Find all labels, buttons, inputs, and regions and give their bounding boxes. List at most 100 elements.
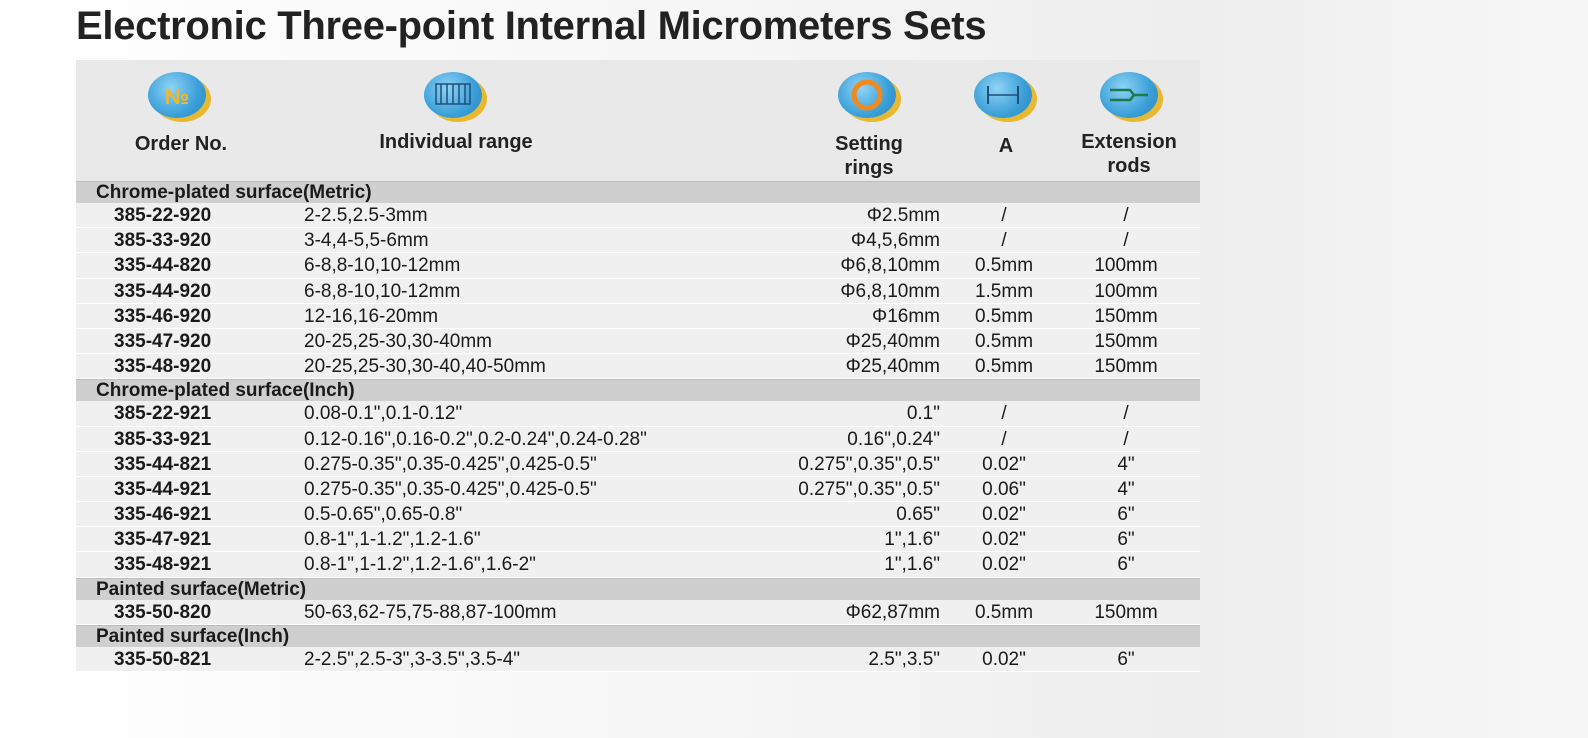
extension-rods-cell: 4"	[1117, 453, 1135, 475]
extension-rods-cell: 100mm	[1094, 255, 1158, 277]
table-body: Chrome-plated surface(Metric) 385-22-920 2…	[76, 181, 1200, 672]
header-rings: Setting rings	[804, 60, 934, 181]
setting-rings-cell: Φ25,40mm	[845, 330, 940, 352]
a-value-cell: 0.5mm	[974, 356, 1034, 378]
order-number-cell: 335-47-921	[114, 529, 212, 551]
setting-rings-cell: Φ6,8,10mm	[840, 255, 940, 277]
order-number-cell: 335-50-821	[114, 648, 212, 670]
header-range: Individual range	[326, 60, 586, 181]
order-number-cell: 335-50-820	[114, 601, 212, 623]
section-header: Painted surface(Metric)	[76, 577, 1200, 600]
table-row: 335-48-920 20-25,25-30,30-40,40-50mm Φ25,4…	[76, 354, 1200, 380]
a-value-cell: /	[1001, 428, 1007, 450]
order-number-cell: 335-48-921	[114, 554, 212, 576]
section-header: Painted surface(Inch)	[76, 624, 1200, 647]
table-row: 335-47-920 20-25,25-30,30-40mm Φ25,40mm 0.5…	[76, 328, 1200, 355]
table-row: 335-50-821 2-2.5",2.5-3",3-3.5",3.5-4" 2.5…	[76, 646, 1200, 672]
section-header: Chrome-plated surface(Inch)	[76, 379, 1200, 402]
table-row: 385-33-920 3-4,4-5,5-6mm Φ4,5,6mm / /	[76, 228, 1200, 254]
individual-range-cell: 3-4,4-5,5-6mm	[304, 230, 429, 252]
table-row: 335-46-920 12-16,16-20mm Φ16mm 0.5mm 150mm	[76, 303, 1200, 329]
setting-rings-cell: 2.5",3.5"	[868, 648, 940, 670]
a-value-cell: 0.02"	[982, 504, 1026, 526]
a-value-cell: 0.02"	[982, 453, 1026, 475]
a-value-cell: /	[1001, 403, 1007, 425]
table-row: 385-22-921 0.08-0.1",0.1-0.12" 0.1" / /	[76, 401, 1200, 427]
extension-rod-icon	[1100, 72, 1158, 118]
page-title: Electronic Three-point Internal Micromet…	[76, 4, 987, 48]
table-row: 335-44-821 0.275-0.35",0.35-0.425",0.425-…	[76, 451, 1200, 477]
table-row: 335-48-921 0.8-1",1-1.2",1.2-1.6",1.6-2" 1…	[76, 552, 1200, 578]
order-number-cell: 335-46-920	[114, 305, 212, 327]
order-number-cell: 335-44-820	[114, 255, 212, 277]
header-a: A	[956, 60, 1056, 181]
header-ext: Extension rods	[1066, 60, 1192, 181]
header-rings-label-1: Setting	[835, 133, 903, 155]
setting-rings-cell: Φ4,5,6mm	[850, 230, 940, 252]
extension-rods-cell: 150mm	[1094, 601, 1158, 623]
header-a-label: A	[998, 135, 1014, 157]
a-value-cell: 0.02"	[982, 529, 1026, 551]
individual-range-cell: 6-8,8-10,10-12mm	[304, 280, 461, 302]
order-number-cell: 335-44-921	[114, 478, 212, 500]
order-number-cell: 385-33-920	[114, 230, 212, 252]
individual-range-cell: 0.5-0.65",0.65-0.8"	[304, 504, 463, 526]
order-number-cell: 335-47-920	[114, 330, 212, 352]
order-number-cell: 335-48-920	[114, 356, 212, 378]
setting-rings-cell: 1",1.6"	[884, 554, 940, 576]
header-order: № Order No.	[76, 60, 286, 181]
individual-range-cell: 0.08-0.1",0.1-0.12"	[304, 403, 463, 425]
order-number-cell: 335-44-821	[114, 453, 212, 475]
individual-range-cell: 6-8,8-10,10-12mm	[304, 255, 461, 277]
individual-range-cell: 0.12-0.16",0.16-0.2",0.2-0.24",0.24-0.28…	[304, 428, 647, 450]
setting-rings-cell: Φ25,40mm	[845, 356, 940, 378]
extension-rods-cell: /	[1123, 428, 1129, 450]
individual-range-cell: 20-25,25-30,30-40mm	[304, 330, 492, 352]
extension-rods-cell: 150mm	[1094, 305, 1158, 327]
extension-rods-cell: 6"	[1117, 504, 1135, 526]
setting-rings-cell: 1",1.6"	[884, 529, 940, 551]
extension-rods-cell: /	[1123, 205, 1129, 226]
table-row: 385-22-920 2-2.5,2.5-3mm Φ2.5mm / /	[76, 203, 1200, 229]
individual-range-cell: 50-63,62-75,75-88,87-100mm	[304, 601, 557, 623]
table-row: 335-44-820 6-8,8-10,10-12mm Φ6,8,10mm 0.5mm…	[76, 253, 1200, 279]
extension-rods-cell: 6"	[1117, 648, 1135, 670]
individual-range-cell: 0.8-1",1-1.2",1.2-1.6",1.6-2"	[304, 554, 536, 576]
table-row: 335-44-920 6-8,8-10,10-12mm Φ6,8,10mm 1.5mm…	[76, 278, 1200, 304]
header-order-label: Order No.	[134, 133, 228, 155]
order-number-cell: 385-22-920	[114, 205, 212, 226]
a-value-cell: 0.5mm	[974, 255, 1034, 277]
a-value-cell: /	[1001, 230, 1007, 252]
table-row: 335-46-921 0.5-0.65",0.65-0.8" 0.65" 0.02" 6…	[76, 502, 1200, 528]
order-number-cell: 335-44-920	[114, 280, 212, 302]
individual-range-cell: 0.8-1",1-1.2",1.2-1.6"	[304, 529, 481, 551]
scale-icon	[424, 72, 482, 118]
setting-rings-cell: 0.16",0.24"	[847, 428, 940, 450]
individual-range-cell: 2-2.5",2.5-3",3-3.5",3.5-4"	[304, 648, 521, 670]
setting-rings-cell: Φ62,87mm	[845, 601, 940, 623]
header-ext-label-1: Extension	[1081, 131, 1177, 153]
section-header: Chrome-plated surface(Metric)	[76, 181, 1200, 203]
setting-rings-cell: Φ6,8,10mm	[840, 280, 940, 302]
individual-range-cell: 12-16,16-20mm	[304, 305, 439, 327]
a-value-cell: 0.02"	[982, 648, 1026, 670]
setting-rings-cell: 0.65"	[896, 504, 940, 526]
ring-icon	[838, 72, 896, 118]
individual-range-cell: 2-2.5,2.5-3mm	[304, 205, 428, 226]
individual-range-cell: 20-25,25-30,30-40,40-50mm	[304, 356, 546, 378]
table-row: 385-33-921 0.12-0.16",0.16-0.2",0.2-0.24"…	[76, 426, 1200, 452]
dimension-a-icon	[974, 72, 1032, 118]
extension-rods-cell: 150mm	[1094, 330, 1158, 352]
extension-rods-cell: 4"	[1117, 478, 1135, 500]
order-number-cell: 335-46-921	[114, 504, 212, 526]
number-sign-icon: №	[148, 72, 206, 118]
setting-rings-cell: Φ2.5mm	[866, 205, 940, 226]
setting-rings-cell: 0.275",0.35",0.5"	[798, 478, 940, 500]
extension-rods-cell: 6"	[1117, 529, 1135, 551]
micrometer-table: № Order No. Individual range	[76, 60, 1200, 672]
setting-rings-cell: Φ16mm	[872, 305, 940, 327]
a-value-cell: 0.5mm	[974, 305, 1034, 327]
svg-text:№: №	[165, 84, 190, 109]
extension-rods-cell: 100mm	[1094, 280, 1158, 302]
header-range-label: Individual range	[379, 131, 533, 153]
